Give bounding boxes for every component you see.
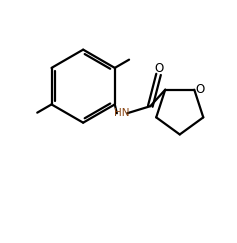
Text: HN: HN <box>114 108 130 118</box>
Text: O: O <box>196 83 205 96</box>
Text: O: O <box>154 61 163 75</box>
